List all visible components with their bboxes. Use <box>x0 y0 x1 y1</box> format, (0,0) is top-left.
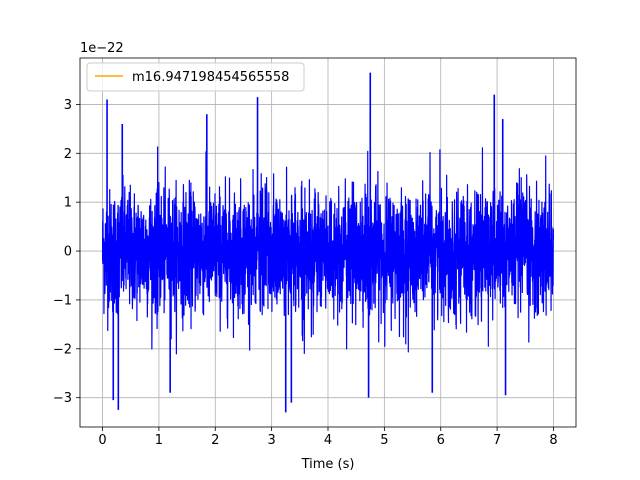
x-tick-label: 1 <box>155 433 163 448</box>
y-tick-label: −1 <box>53 293 72 308</box>
y-tick-label: 3 <box>64 98 72 113</box>
x-tick-label: 8 <box>549 433 557 448</box>
signal-trace <box>101 72 555 413</box>
y-tick-label: 0 <box>64 245 72 260</box>
x-tick-label: 3 <box>267 433 275 448</box>
x-tick-label: 5 <box>380 433 388 448</box>
x-tick-label: 4 <box>324 433 332 448</box>
legend-box <box>86 62 305 92</box>
legend-label: m16.947198454565558 <box>132 70 289 85</box>
signal-line <box>101 146 555 355</box>
y-tick-label: 2 <box>64 147 72 162</box>
y-scale-label: 1e−22 <box>80 41 124 56</box>
x-axis-label: Time (s) <box>301 457 355 472</box>
x-tick-label: 6 <box>437 433 445 448</box>
axes: 0 1 2 3 4 5 6 7 8 −3 −2 −1 0 1 2 3 <box>53 57 577 448</box>
y-tick-label: −2 <box>53 342 72 357</box>
legend: m16.947198454565558 <box>86 62 305 92</box>
x-tick-label: 7 <box>493 433 501 448</box>
x-tick-label: 0 <box>98 433 106 448</box>
y-tick-label: −3 <box>53 391 72 406</box>
y-tick-label: 1 <box>64 196 72 211</box>
x-tick-label: 2 <box>211 433 219 448</box>
